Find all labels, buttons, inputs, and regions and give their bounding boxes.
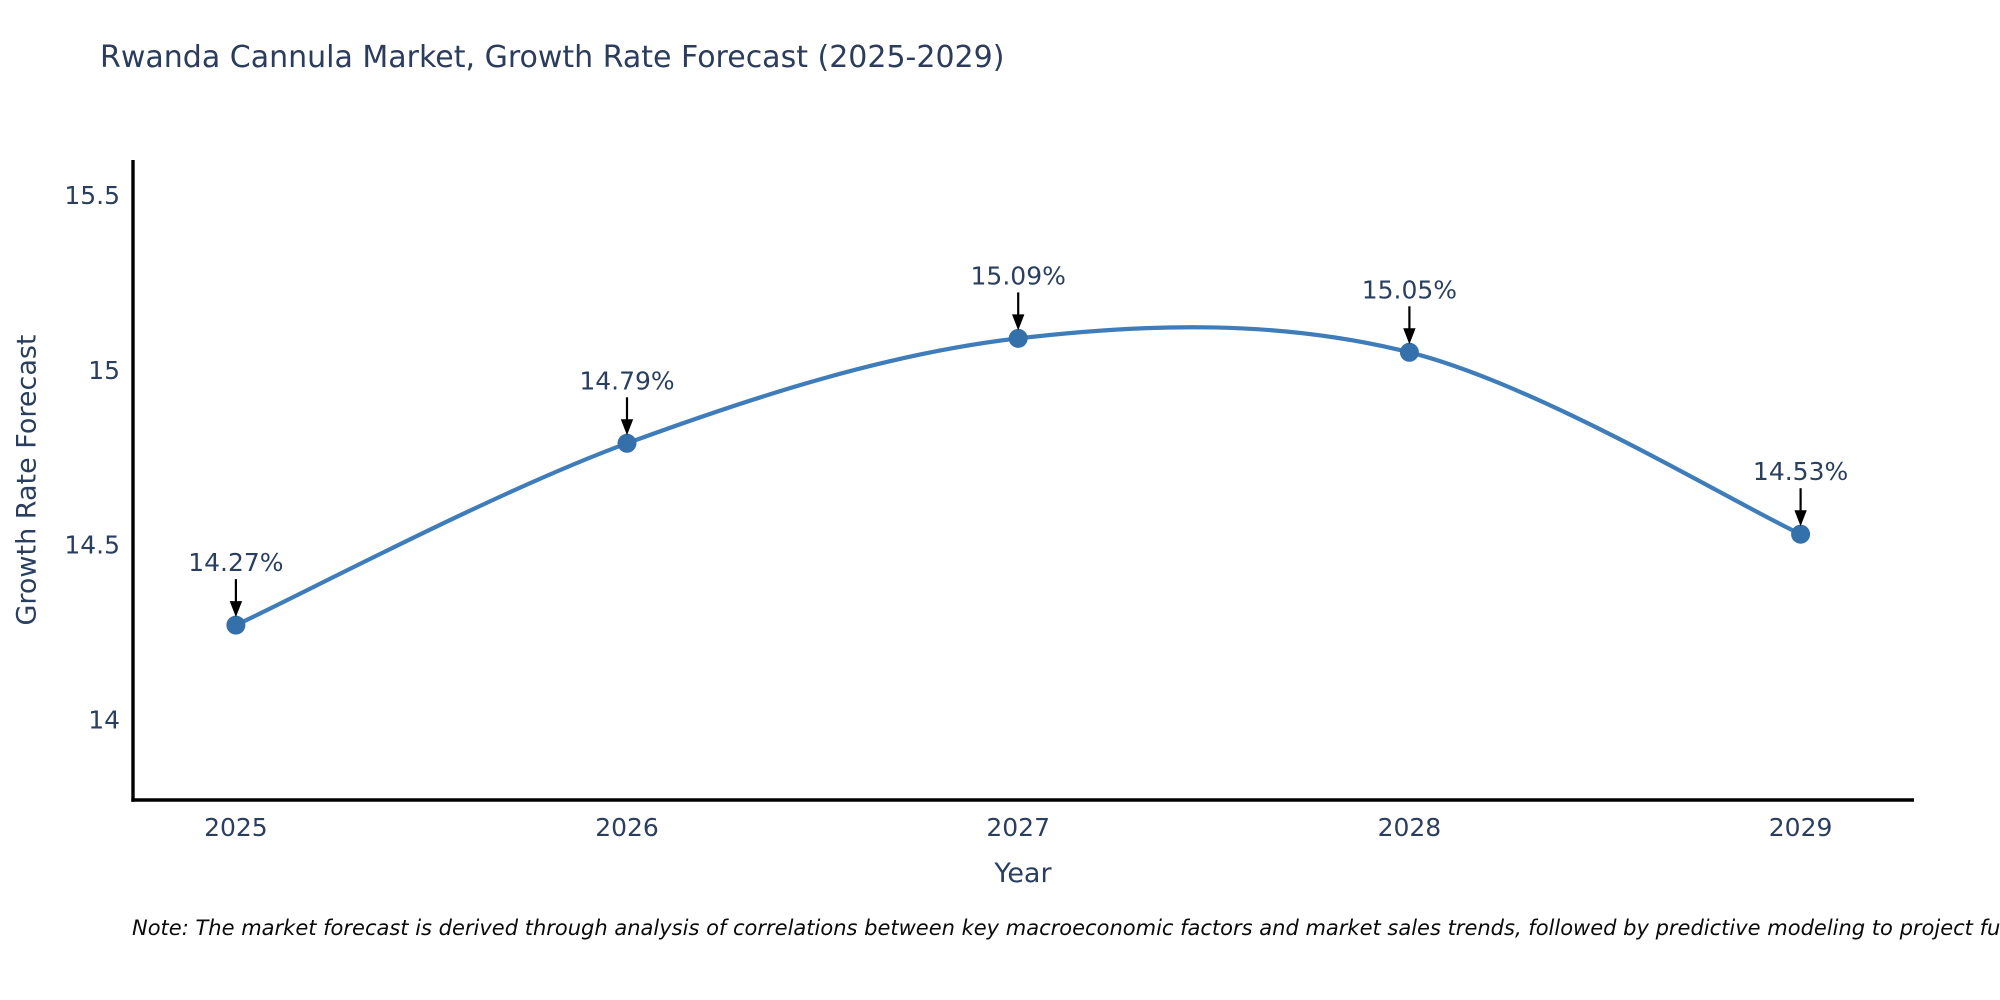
x-axis-title: Year <box>994 858 1052 889</box>
data-point[interactable] <box>1008 328 1028 348</box>
x-tick-label: 2026 <box>595 813 659 842</box>
annotation-arrowhead <box>229 601 243 618</box>
y-tick-label: 14 <box>88 706 120 735</box>
annotation-arrowhead <box>1794 510 1807 527</box>
x-tick-label: 2029 <box>1769 813 1833 842</box>
annotation-arrowhead <box>620 419 634 436</box>
x-tick-label: 2027 <box>986 813 1050 842</box>
chart-footnote: Note: The market forecast is derived thr… <box>132 916 2000 940</box>
data-point[interactable] <box>617 433 637 453</box>
annotation-arrowhead <box>1012 314 1025 331</box>
annotation-arrowhead <box>1403 328 1416 345</box>
annotation-label: 15.09% <box>971 261 1066 290</box>
data-point[interactable] <box>226 615 246 635</box>
x-tick-label: 2028 <box>1378 813 1442 842</box>
chart-title: Rwanda Cannula Market, Growth Rate Forec… <box>100 40 1005 75</box>
annotation-label: 14.53% <box>1753 457 1848 486</box>
annotation-label: 15.05% <box>1362 275 1457 304</box>
trend-line <box>233 325 1803 628</box>
y-tick-label: 14.5 <box>64 531 120 560</box>
y-tick-label: 15 <box>88 356 120 385</box>
annotation-label: 14.79% <box>579 366 674 395</box>
annotation-label: 14.27% <box>188 548 283 577</box>
data-point[interactable] <box>1399 342 1419 362</box>
x-tick-label: 2025 <box>204 813 268 842</box>
data-point[interactable] <box>1791 524 1811 544</box>
y-tick-label: 15.5 <box>64 181 120 210</box>
